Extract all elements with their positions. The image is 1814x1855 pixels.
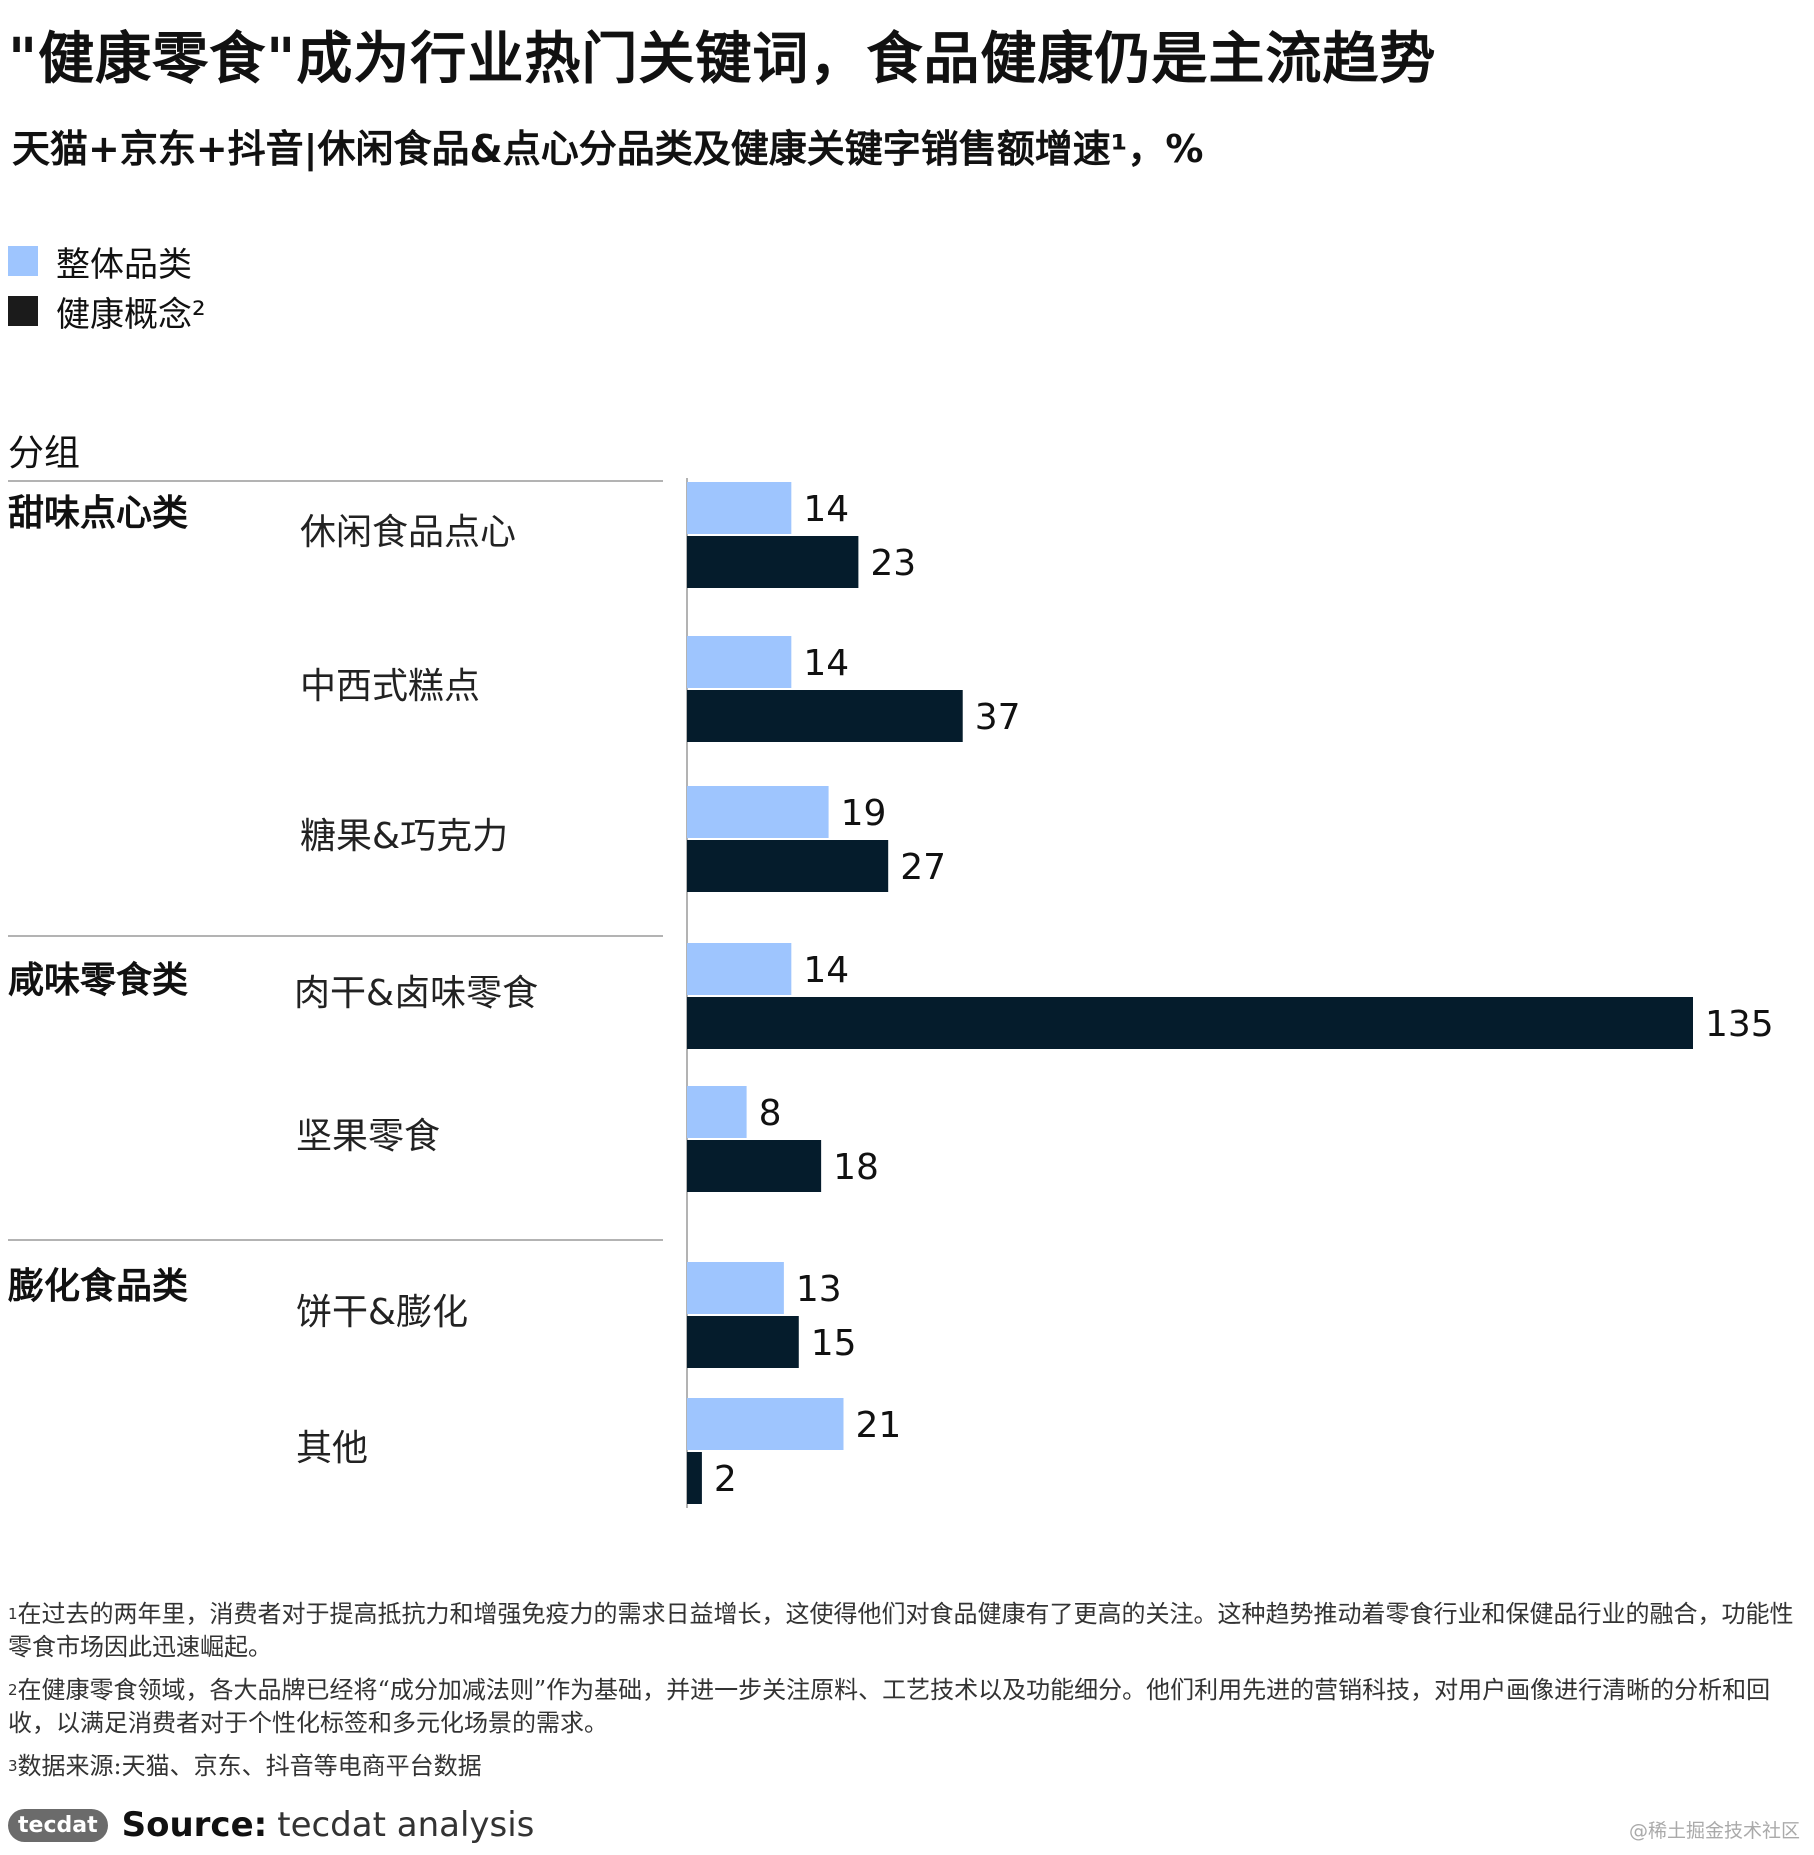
legend-label-overall: 整体品类 bbox=[56, 244, 192, 285]
data-label-healthy: 18 bbox=[833, 1147, 879, 1188]
group-label: 甜味点心类 bbox=[8, 493, 188, 534]
bar-healthy bbox=[687, 690, 963, 742]
legend: 整体品类 健康概念² bbox=[8, 236, 206, 336]
data-label-healthy: 27 bbox=[900, 847, 946, 888]
data-label-overall: 13 bbox=[796, 1269, 842, 1310]
chart-subtitle: 天猫+京东+抖音|休闲食品&点心分品类及健康关键字销售额增速¹，% bbox=[12, 127, 1204, 171]
data-label-overall: 14 bbox=[803, 489, 849, 530]
tecdat-logo: tecdat bbox=[8, 1808, 108, 1842]
category-label: 中西式糕点 bbox=[300, 666, 480, 707]
bar-healthy bbox=[687, 1140, 822, 1192]
category-label: 糖果&巧克力 bbox=[300, 816, 508, 857]
category-label: 休闲食品点心 bbox=[300, 512, 516, 553]
bar-overall bbox=[687, 482, 792, 534]
category-label: 其他 bbox=[296, 1428, 368, 1469]
bar-overall bbox=[687, 1086, 747, 1138]
bar-healthy bbox=[687, 536, 859, 588]
source-text: tecdat analysis bbox=[277, 1805, 535, 1845]
chart-title: "健康零食"成为行业热门关键词，食品健康仍是主流趋势 bbox=[8, 27, 1437, 92]
category-label: 肉干&卤味零食 bbox=[294, 973, 538, 1014]
data-label-healthy: 23 bbox=[870, 543, 916, 584]
source-label: Source: bbox=[121, 1805, 268, 1845]
data-label-overall: 8 bbox=[759, 1093, 782, 1134]
bar-overall bbox=[687, 636, 792, 688]
data-label-healthy: 2 bbox=[714, 1459, 737, 1500]
footnote-1: 1在过去的两年里，消费者对于提高抵抗力和增强免疫力的需求日益增长，这使得他们对食… bbox=[8, 1600, 1794, 1661]
source-line: tecdat Source: tecdat analysis bbox=[8, 1805, 534, 1845]
group-label: 膨化食品类 bbox=[8, 1266, 188, 1307]
data-label-healthy: 37 bbox=[975, 697, 1021, 738]
footnotes: 1在过去的两年里，消费者对于提高抵抗力和增强免疫力的需求日益增长，这使得他们对食… bbox=[8, 1598, 1808, 1793]
bar-healthy bbox=[687, 1452, 702, 1504]
legend-swatch-overall bbox=[8, 246, 38, 276]
group-label: 咸味零食类 bbox=[8, 960, 188, 1001]
data-label-healthy: 15 bbox=[811, 1323, 857, 1364]
category-label: 坚果零食 bbox=[296, 1116, 440, 1157]
bar-healthy bbox=[687, 997, 1693, 1049]
data-label-overall: 14 bbox=[803, 950, 849, 991]
bar-overall bbox=[687, 1398, 844, 1450]
bar-overall bbox=[687, 1262, 784, 1314]
category-label: 饼干&膨化 bbox=[296, 1292, 468, 1333]
data-label-overall: 14 bbox=[803, 643, 849, 684]
bar-overall bbox=[687, 943, 792, 995]
data-label-healthy: 135 bbox=[1705, 1004, 1774, 1045]
group-column-header: 分组 bbox=[8, 433, 81, 474]
legend-swatch-healthy bbox=[8, 296, 38, 326]
legend-label-healthy: 健康概念² bbox=[56, 294, 206, 335]
bar-overall bbox=[687, 786, 829, 838]
watermark: @稀土掘金技术社区 bbox=[1628, 1820, 1800, 1842]
footnote-3: 3数据来源:天猫、京东、抖音等电商平台数据 bbox=[8, 1752, 482, 1780]
legend-item-healthy: 健康概念² bbox=[8, 286, 206, 336]
data-label-overall: 21 bbox=[855, 1405, 901, 1446]
legend-item-overall: 整体品类 bbox=[8, 236, 206, 286]
bar-healthy bbox=[687, 1316, 799, 1368]
data-label-overall: 19 bbox=[841, 793, 887, 834]
footnote-2: 2在健康零食领域，各大品牌已经将“成分加减法则”作为基础，并进一步关注原料、工艺… bbox=[8, 1676, 1771, 1737]
bar-healthy bbox=[687, 840, 889, 892]
